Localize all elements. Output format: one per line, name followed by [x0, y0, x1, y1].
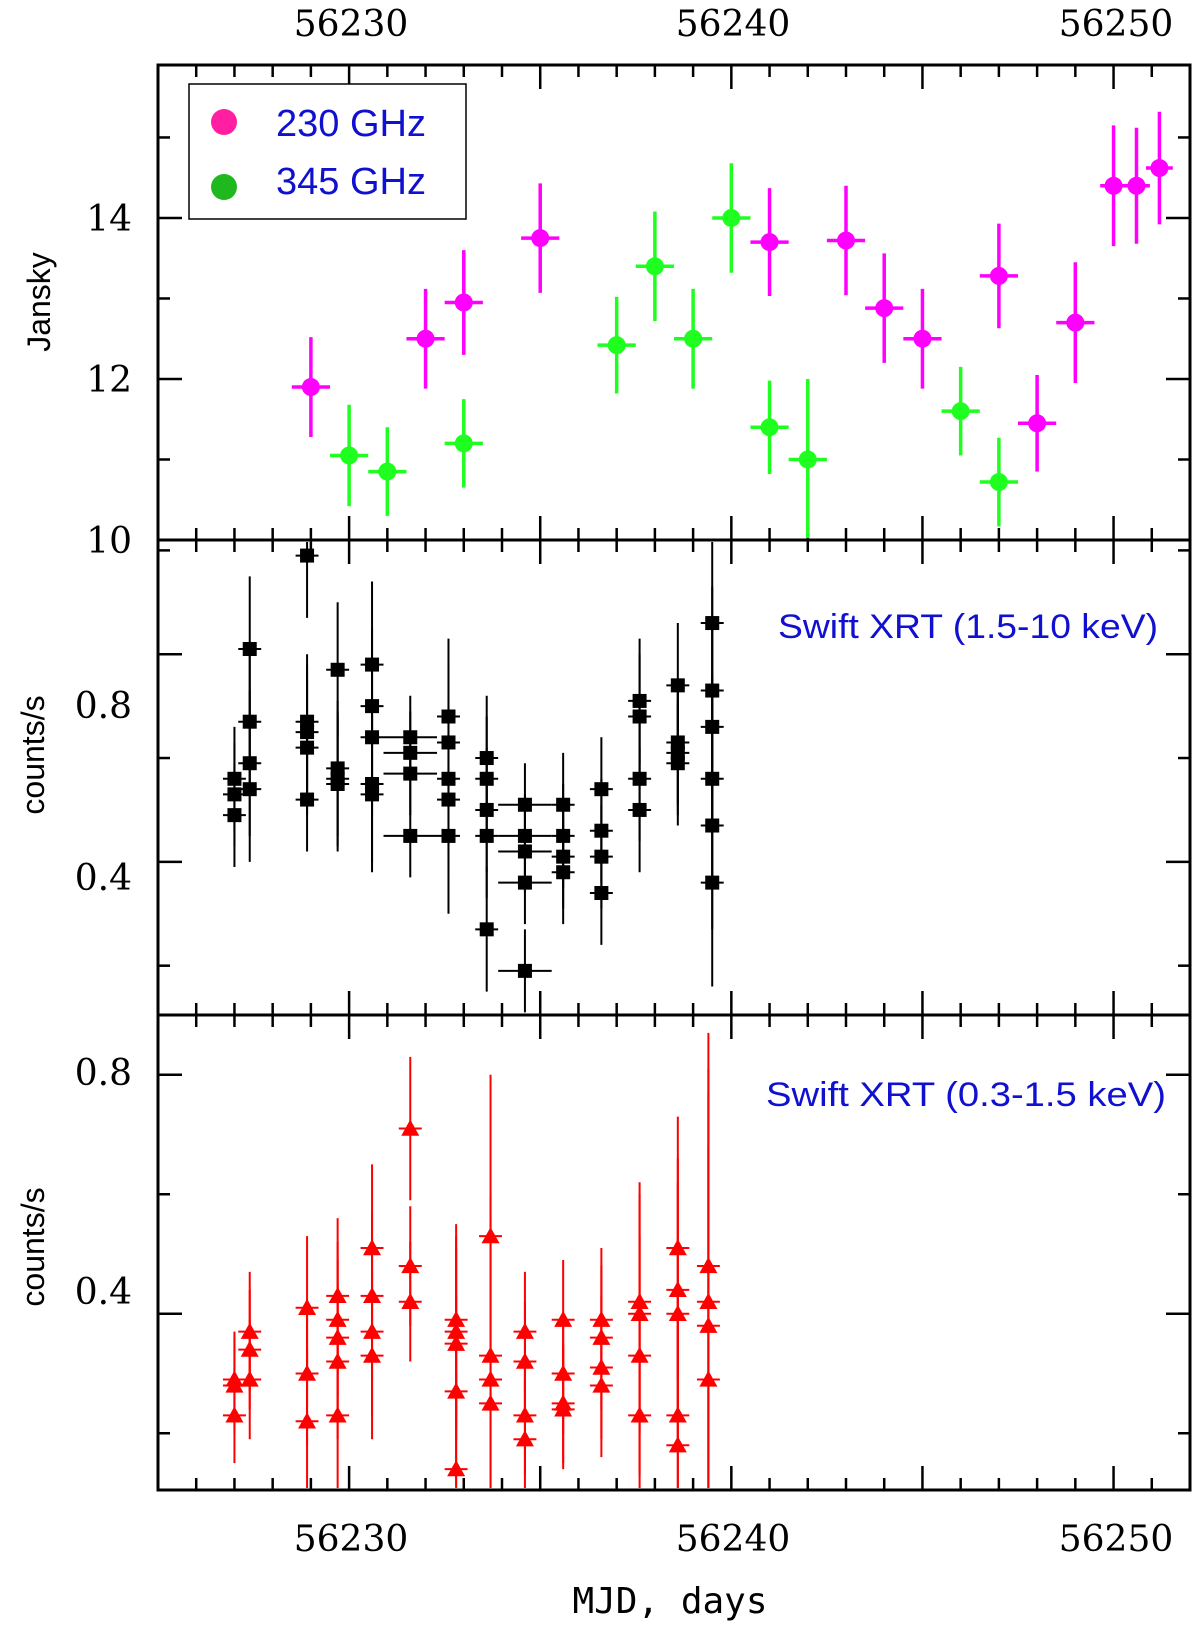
345-ghz-point	[340, 446, 359, 465]
xrt-soft-y-tick-label-0.8: 0.8	[75, 1053, 132, 1094]
swift-xrt-0-3-1-5-kev-point	[554, 1400, 573, 1417]
230-ghz-point	[531, 229, 550, 248]
radio-y-tick-label-12: 12	[86, 360, 132, 401]
345-ghz-point	[798, 450, 817, 469]
legend-marker-345ghz	[211, 174, 237, 200]
xrt-hard-annotation: Swift XRT (1.5-10 keV)	[778, 608, 1158, 646]
345-ghz-point	[760, 418, 779, 437]
swift-xrt-1-5-10-kev-point	[594, 886, 609, 901]
345-ghz-point	[684, 329, 703, 348]
345-ghz-point	[989, 473, 1008, 492]
swift-xrt-1-5-10-kev-point	[670, 756, 685, 771]
panel-xrt-soft-frame	[156, 1013, 1192, 1492]
230-ghz-point	[416, 329, 435, 348]
swift-xrt-0-3-1-5-kev-point	[515, 1430, 534, 1447]
230-ghz-point	[1104, 176, 1123, 195]
swift-xrt-1-5-10-kev-point	[330, 662, 345, 677]
bottom-x-tick-label-56240: 56240	[676, 1519, 791, 1560]
swift-xrt-1-5-10-kev-point	[632, 802, 647, 817]
swift-xrt-1-5-10-kev-point	[227, 808, 242, 823]
swift-xrt-0-3-1-5-kev-point	[481, 1394, 500, 1411]
230-ghz-point	[1127, 176, 1146, 195]
345-ghz-point	[951, 402, 970, 421]
legend-box	[188, 83, 467, 220]
swift-xrt-0-3-1-5-kev-point	[240, 1370, 259, 1387]
swift-xrt-0-3-1-5-kev-point	[447, 1460, 466, 1477]
x-axis-label: MJD, days	[572, 1581, 767, 1622]
230-ghz-point	[1150, 159, 1169, 178]
swift-xrt-1-5-10-kev-point	[403, 828, 418, 843]
bottom-x-tick-label-56230: 56230	[294, 1519, 409, 1560]
swift-xrt-1-5-10-kev-point	[479, 828, 494, 843]
data-marks	[222, 111, 1173, 1488]
swift-xrt-0-3-1-5-kev-point	[328, 1406, 347, 1423]
230-ghz-point	[454, 293, 473, 312]
345-ghz-point	[722, 208, 741, 227]
swift-xrt-1-5-10-kev-point	[705, 875, 720, 890]
swift-xrt-1-5-10-kev-point	[300, 792, 315, 807]
230-ghz-point	[301, 378, 320, 397]
swift-xrt-0-3-1-5-kev-point	[668, 1436, 687, 1453]
xrt-hard-y-tick-label-0.4: 0.4	[75, 858, 132, 899]
swift-xrt-1-5-10-kev-point	[479, 922, 494, 937]
top-x-tick-label-56250: 56250	[1059, 4, 1174, 45]
230-ghz-point	[760, 233, 779, 252]
xrt-soft-y-axis-label: counts/s	[15, 1187, 51, 1306]
top-x-tick-label-56230: 56230	[294, 4, 409, 45]
radio-y-tick-label-14: 14	[86, 199, 132, 240]
swift-xrt-1-5-10-kev-point	[403, 766, 418, 781]
swift-xrt-1-5-10-kev-point	[242, 782, 257, 797]
top-x-tick-label-56240: 56240	[676, 4, 791, 45]
bottom-x-tick-label-56250: 56250	[1059, 1519, 1174, 1560]
swift-xrt-1-5-10-kev-point	[330, 776, 345, 791]
345-ghz-point	[607, 336, 626, 355]
axis-ticks	[156, 65, 1192, 1490]
345-ghz-point	[378, 462, 397, 481]
swift-xrt-0-3-1-5-kev-point	[592, 1376, 611, 1393]
swift-xrt-0-3-1-5-kev-point	[298, 1412, 317, 1429]
345-ghz-point	[645, 257, 664, 276]
230-ghz-point	[989, 266, 1008, 285]
xrt-hard-y-axis-label: counts/s	[15, 695, 51, 814]
swift-xrt-0-3-1-5-kev-point	[363, 1346, 382, 1363]
230-ghz-point	[837, 231, 855, 250]
swift-xrt-0-3-1-5-kev-point	[630, 1406, 649, 1423]
swift-xrt-1-5-10-kev-point	[300, 548, 315, 563]
xrt-soft-y-tick-label-0.4: 0.4	[75, 1272, 132, 1313]
230-ghz-point	[875, 299, 894, 318]
radio-y-axis-label: Jansky	[21, 252, 57, 352]
230-ghz-point	[1028, 414, 1047, 433]
230-ghz-point	[913, 329, 932, 348]
swift-xrt-0-3-1-5-kev-point	[225, 1406, 244, 1423]
legend-label-230ghz: 230 GHz	[276, 103, 426, 145]
legend-marker-230ghz	[211, 109, 237, 135]
swift-xrt-0-3-1-5-kev-point	[401, 1119, 420, 1136]
legend-label-345ghz: 345 GHz	[276, 161, 426, 203]
230-ghz-point	[1066, 313, 1085, 332]
swift-xrt-0-3-1-5-kev-point	[699, 1370, 718, 1387]
swift-xrt-1-5-10-kev-point	[517, 963, 532, 978]
swift-xrt-0-3-1-5-kev-point	[401, 1292, 420, 1309]
swift-xrt-1-5-10-kev-point	[441, 828, 456, 843]
345-ghz-point	[454, 434, 473, 453]
xrt-soft-annotation: Swift XRT (0.3-1.5 keV)	[766, 1076, 1166, 1114]
swift-xrt-1-5-10-kev-point	[556, 865, 571, 880]
swift-xrt-1-5-10-kev-point	[517, 875, 532, 890]
xrt-hard-y-tick-label-0.8: 0.8	[75, 686, 132, 727]
radio-y-tick-label-10: 10	[86, 521, 132, 562]
swift-xrt-0-3-1-5-kev-point	[447, 1322, 466, 1339]
swift-xrt-1-5-10-kev-point	[365, 787, 380, 802]
